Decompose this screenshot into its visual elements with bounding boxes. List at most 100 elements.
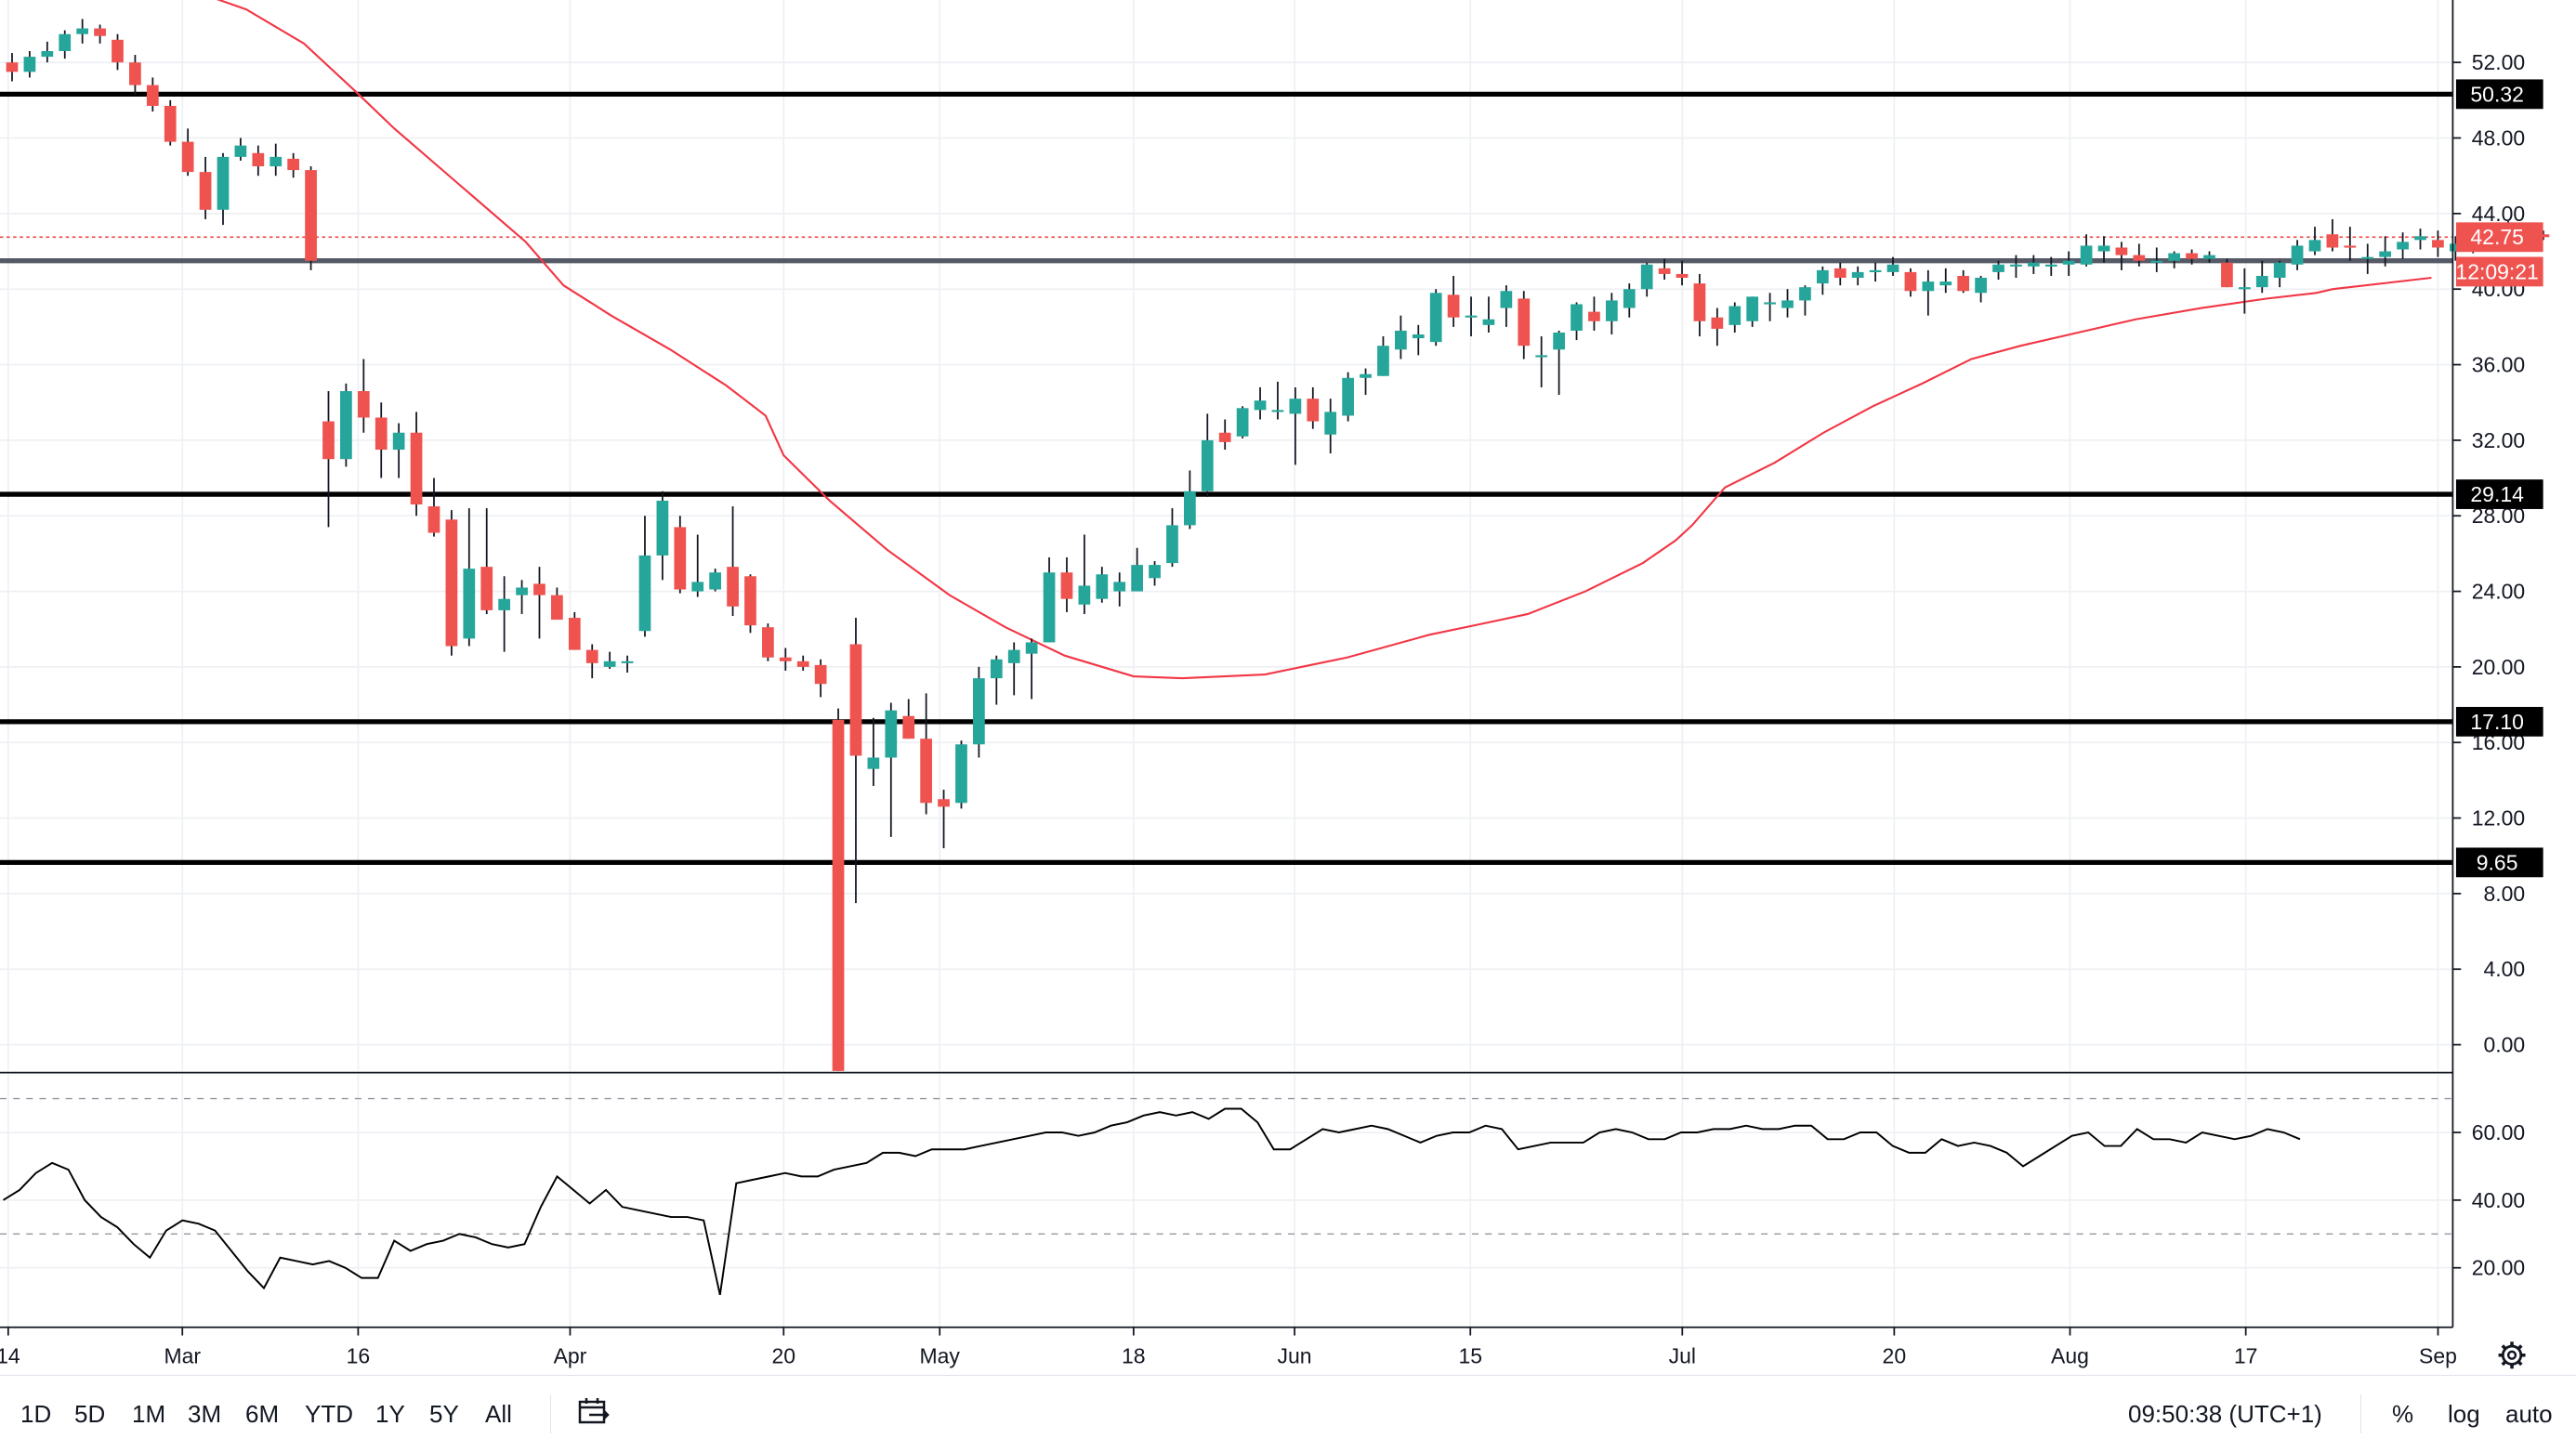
- candle: [2449, 236, 2462, 261]
- candle-body: [1078, 585, 1091, 605]
- y-tick-label: 48.00: [2472, 125, 2525, 150]
- candle-body: [1113, 582, 1126, 592]
- gear-hub: [2506, 1350, 2517, 1360]
- x-tick-label: 20: [771, 1344, 795, 1368]
- timeframe-5d-button[interactable]: 5D: [74, 1400, 106, 1428]
- candle-body: [1623, 289, 1636, 308]
- candle: [480, 508, 493, 614]
- grid: [0, 0, 2453, 1328]
- candle: [498, 576, 511, 652]
- compare-range-icon[interactable]: [576, 1396, 611, 1433]
- candle-body: [1254, 400, 1267, 411]
- x-tick-label: Mar: [164, 1344, 201, 1368]
- candle: [129, 55, 141, 95]
- candle-body: [2361, 256, 2374, 259]
- timeframe-5y-button[interactable]: 5Y: [429, 1400, 459, 1428]
- candle: [551, 587, 563, 621]
- candle-body: [1025, 642, 1038, 654]
- candle: [1746, 296, 1759, 327]
- timeframe-1d-button[interactable]: 1D: [20, 1400, 52, 1428]
- clock-readout[interactable]: 09:50:38 (UTC+1): [2128, 1400, 2322, 1428]
- candle-body: [709, 572, 722, 590]
- timeframe-1m-button[interactable]: 1M: [132, 1400, 166, 1428]
- candle: [1851, 266, 1864, 286]
- candle-body: [2062, 260, 2075, 265]
- timeframe-3m-button[interactable]: 3M: [188, 1400, 222, 1428]
- candle: [1429, 289, 1442, 347]
- candle-body: [2186, 253, 2198, 259]
- candle: [2062, 251, 2075, 276]
- candle-body: [1307, 399, 1320, 422]
- candle: [973, 666, 985, 758]
- log-scale-button[interactable]: log: [2448, 1400, 2480, 1428]
- candle-body: [2044, 264, 2057, 267]
- candle: [814, 659, 827, 698]
- candle-body: [287, 158, 300, 171]
- candle-body: [1184, 491, 1196, 526]
- candle: [744, 574, 756, 634]
- candle: [1254, 386, 1267, 420]
- candle-body: [1377, 346, 1389, 376]
- candle-body: [2326, 234, 2339, 248]
- candle: [885, 702, 898, 837]
- percent-scale-button[interactable]: %: [2392, 1400, 2414, 1428]
- candle: [2010, 255, 2022, 279]
- candle-body: [164, 105, 177, 142]
- candle: [217, 152, 230, 226]
- rsi-line: [3, 1107, 2301, 1296]
- candle-body: [1131, 565, 1143, 592]
- candle-body: [551, 595, 563, 621]
- countdown-tag: 12:09:21: [2455, 256, 2543, 287]
- candle: [1886, 256, 1899, 276]
- timeframe-ytd-button[interactable]: YTD: [305, 1400, 353, 1428]
- auto-scale-button[interactable]: auto: [2505, 1400, 2553, 1428]
- y-tick-label: 32.00: [2472, 428, 2525, 452]
- timeframe-1y-button[interactable]: 1Y: [375, 1400, 405, 1428]
- candle-body: [1236, 408, 1249, 437]
- candle: [2379, 236, 2392, 267]
- gear-tooth: [2517, 1344, 2523, 1351]
- candle: [269, 143, 283, 177]
- candle: [1764, 293, 1776, 321]
- candle-body: [1096, 574, 1109, 599]
- moving-average-line: [217, 0, 2432, 680]
- candle-body: [1939, 281, 1952, 286]
- candle: [2186, 249, 2198, 265]
- gear-tooth: [2501, 1360, 2507, 1367]
- candle: [1676, 260, 1689, 286]
- candle-body: [234, 145, 247, 157]
- candle: [1482, 296, 1495, 333]
- candle: [1500, 285, 1513, 327]
- candle-body: [1869, 269, 1882, 272]
- level-tag-50-box: [2455, 79, 2543, 110]
- candle-body: [1394, 330, 1407, 350]
- candle-body: [902, 715, 915, 739]
- candle-body: [1324, 412, 1337, 435]
- candle-body: [1429, 293, 1442, 343]
- candle-body: [1289, 399, 1302, 414]
- x-tick-label: Aug: [2051, 1344, 2089, 1368]
- candlestick-series: [6, 19, 2550, 1071]
- candle: [2203, 251, 2215, 263]
- candle-body: [1922, 281, 1935, 292]
- candle-body: [885, 710, 898, 758]
- toolbar-divider: [550, 1394, 551, 1433]
- candle: [2115, 242, 2128, 270]
- timeframe-6m-button[interactable]: 6M: [245, 1400, 280, 1428]
- candle: [2344, 227, 2357, 261]
- candle-body: [1728, 306, 1741, 325]
- timeframe-all-button[interactable]: All: [485, 1400, 512, 1428]
- candle: [1149, 561, 1161, 586]
- candle-body: [990, 659, 1003, 679]
- level-tag-9-text: 9.65: [2477, 850, 2518, 874]
- settings-gear-icon[interactable]: [2498, 1341, 2526, 1369]
- chart[interactable]: 52.0048.0044.0040.0036.0032.0028.0024.00…: [0, 0, 2576, 1375]
- candle: [1166, 508, 1178, 568]
- candle-body: [498, 598, 511, 610]
- candle-body: [322, 421, 335, 460]
- candle: [568, 611, 581, 650]
- candle: [1060, 556, 1073, 612]
- candle-body: [76, 28, 89, 34]
- candle: [938, 790, 950, 849]
- candle-body: [867, 757, 880, 769]
